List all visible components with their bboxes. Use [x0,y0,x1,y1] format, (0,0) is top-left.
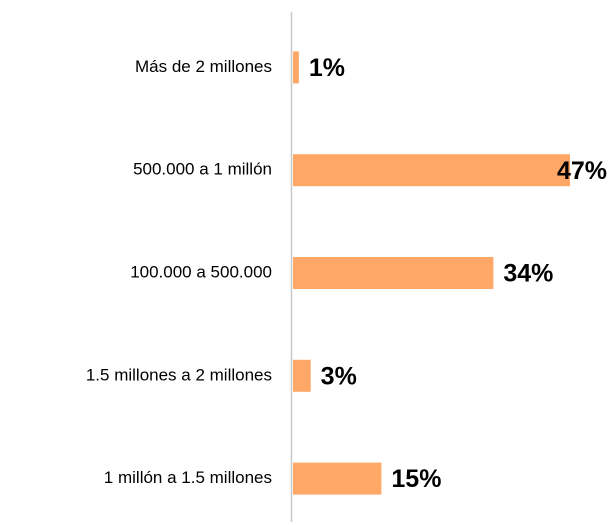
category-label: 500.000 a 1 millón [133,160,272,179]
data-label: 47% [557,157,607,185]
data-label: 3% [321,362,357,390]
category-label: 1.5 millones a 2 millones [86,365,272,384]
data-label: 1% [309,54,345,82]
bar [293,154,570,187]
bar [293,257,494,289]
bar [293,359,311,392]
category-label: Más de 2 millones [135,57,272,76]
category-label: 100.000 a 500.000 [130,262,272,281]
bar [293,462,382,495]
data-label: 15% [391,465,441,493]
data-label: 34% [503,260,553,288]
category-label: 1 millón a 1.5 millones [104,468,272,487]
bar [293,51,299,84]
